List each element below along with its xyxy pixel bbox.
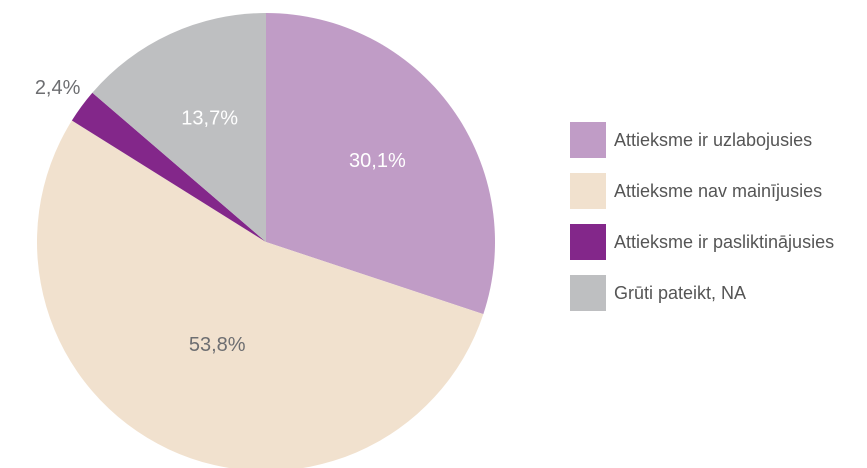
pie-value-labels: 30,1% 53,8% 2,4% 13,7% [35,77,406,356]
pie-label-improved: 30,1% [349,150,406,172]
pie-slice-improved [266,13,495,315]
legend-swatch-worsened [570,224,606,260]
legend-item-improved: Attieksme ir uzlabojusies [570,122,867,158]
legend-swatch-hard-to-say [570,275,606,311]
pie-label-worsened: 2,4% [35,77,81,99]
legend-label-unchanged: Attieksme nav mainījusies [614,180,823,201]
legend-item-worsened: Attieksme ir pasliktinājusies [570,224,867,260]
pie-slice-unchanged [37,120,484,468]
pie-label-unchanged: 53,8% [189,334,246,356]
pie-label-hard-to-say: 13,7% [181,107,238,129]
legend-label-worsened: Attieksme ir pasliktinājusies [614,231,835,252]
pie-slice-worsened [71,92,267,243]
pie-slice-hard-to-say [92,13,267,242]
legend-item-hard-to-say: Grūti pateikt, NA [570,275,867,311]
legend-swatch-improved [570,122,606,158]
legend-item-unchanged: Attieksme nav mainījusies [570,173,867,209]
legend-swatch-unchanged [570,173,606,209]
legend-label-improved: Attieksme ir uzlabojusies [614,129,813,150]
legend-label-hard-to-say: Grūti pateikt, NA [614,282,747,303]
legend: Attieksme ir uzlabojusies Attieksme nav … [570,122,867,326]
pie-slices [37,13,495,468]
